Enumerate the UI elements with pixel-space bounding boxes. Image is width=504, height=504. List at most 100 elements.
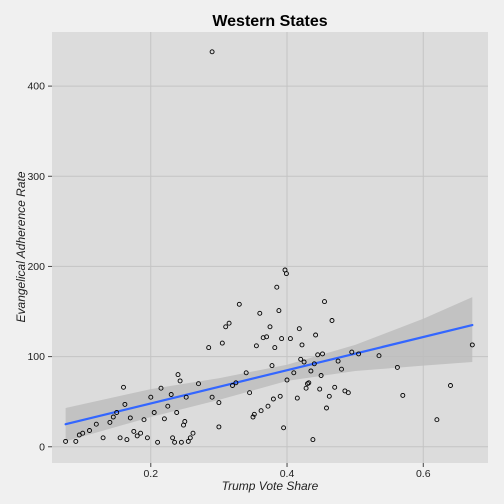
data-point-97 <box>339 366 344 372</box>
data-point-52 <box>247 390 253 396</box>
data-point-101 <box>356 351 362 357</box>
x-tick-label-1: 0.4 <box>280 468 295 480</box>
data-point-68 <box>279 336 285 342</box>
data-point-42 <box>209 49 215 55</box>
data-point-31 <box>177 378 183 384</box>
data-point-104 <box>400 392 406 398</box>
data-point-74 <box>291 370 297 376</box>
data-point-10 <box>117 435 123 441</box>
data-point-13 <box>124 437 130 443</box>
data-point-72 <box>284 377 290 383</box>
data-point-59 <box>264 334 270 340</box>
data-point-6 <box>100 435 106 441</box>
data-point-99 <box>345 390 351 396</box>
data-point-87 <box>315 352 321 358</box>
data-point-21 <box>151 410 157 415</box>
data-point-47 <box>226 320 232 326</box>
data-point-0 <box>63 438 69 444</box>
data-point-67 <box>277 393 283 399</box>
data-point-44 <box>216 424 222 430</box>
trend-line-layer <box>64 323 474 426</box>
data-point-105 <box>434 417 440 423</box>
data-point-34 <box>182 419 188 424</box>
data-point-92 <box>324 405 329 411</box>
data-point-83 <box>308 368 314 374</box>
data-point-39 <box>196 381 201 387</box>
data-point-75 <box>294 395 300 401</box>
data-point-89 <box>318 373 324 378</box>
data-point-53 <box>250 414 256 420</box>
grid-lines <box>52 32 488 463</box>
data-point-64 <box>272 345 278 351</box>
y-tick-label-2: 200 <box>27 261 45 273</box>
data-point-4 <box>87 428 92 433</box>
data-point-28 <box>172 439 178 445</box>
data-point-15 <box>131 428 137 434</box>
data-point-60 <box>265 403 271 409</box>
data-point-37 <box>187 435 193 441</box>
data-point-32 <box>178 439 184 445</box>
data-point-63 <box>270 396 276 402</box>
data-point-29 <box>174 410 180 415</box>
data-point-91 <box>322 299 327 305</box>
data-point-48 <box>230 383 235 388</box>
y-tick-label-3: 300 <box>27 171 45 183</box>
confidence-band <box>65 297 473 442</box>
y-tick-label-4: 400 <box>27 81 45 93</box>
data-point-102 <box>376 353 382 359</box>
data-point-24 <box>161 416 167 422</box>
data-point-79 <box>301 359 307 365</box>
data-point-7 <box>107 419 113 425</box>
chart-title: Western States <box>212 13 327 30</box>
data-point-77 <box>298 356 304 362</box>
data-point-27 <box>170 435 176 441</box>
data-point-56 <box>257 310 263 316</box>
y-tick-label-0: 0 <box>39 441 45 453</box>
x-axis-title: Trump Vote Share <box>222 479 319 493</box>
x-tick-label-2: 0.6 <box>416 468 431 480</box>
x-tick-label-0: 0.2 <box>143 468 158 480</box>
data-point-22 <box>155 439 161 445</box>
data-point-14 <box>127 415 133 421</box>
data-point-8 <box>110 414 116 420</box>
data-point-3 <box>80 430 86 436</box>
data-point-103 <box>394 364 400 370</box>
data-point-1 <box>73 438 79 444</box>
plot-panel <box>52 32 488 463</box>
data-point-71 <box>283 271 289 277</box>
data-point-96 <box>335 358 341 364</box>
data-point-82 <box>306 380 312 386</box>
data-point-51 <box>243 370 249 376</box>
data-point-100 <box>349 349 355 355</box>
data-point-46 <box>223 324 229 330</box>
data-point-88 <box>317 386 323 392</box>
data-point-35 <box>183 394 189 400</box>
data-point-19 <box>144 435 150 441</box>
data-point-16 <box>134 433 140 439</box>
data-point-17 <box>138 430 144 436</box>
data-point-107 <box>469 342 475 348</box>
axis-ticks: 0.2 0.4 0.6 0 100 200 300 400 <box>27 81 430 480</box>
y-tick-label-1: 100 <box>27 351 45 363</box>
data-point-11 <box>121 384 126 390</box>
data-point-69 <box>281 425 287 431</box>
data-point-36 <box>185 438 191 444</box>
data-point-49 <box>233 380 239 386</box>
data-point-30 <box>175 372 181 378</box>
data-point-95 <box>332 384 338 390</box>
data-point-65 <box>274 284 280 290</box>
data-point-38 <box>190 430 196 436</box>
data-point-25 <box>165 403 171 409</box>
data-point-62 <box>269 363 275 369</box>
data-point-85 <box>311 361 317 367</box>
data-point-23 <box>158 385 164 391</box>
data-points-layer <box>63 49 475 445</box>
data-point-78 <box>299 342 305 348</box>
data-point-50 <box>236 301 242 307</box>
data-point-5 <box>93 421 99 427</box>
data-point-18 <box>141 417 147 423</box>
data-point-54 <box>251 411 257 417</box>
data-point-12 <box>122 401 128 407</box>
